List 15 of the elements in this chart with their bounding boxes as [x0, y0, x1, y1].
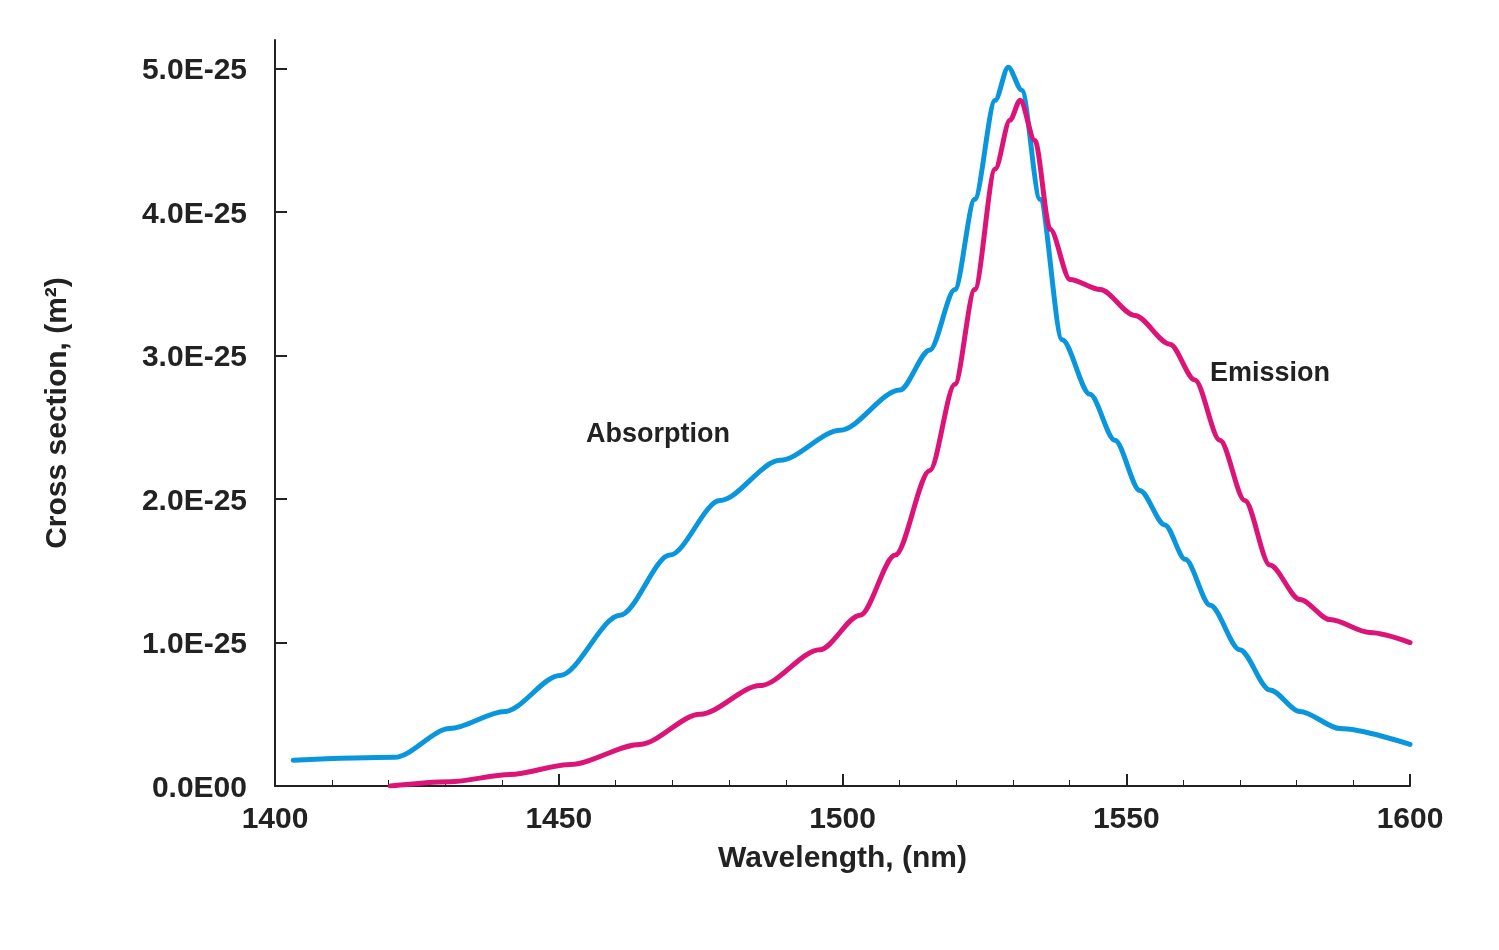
x-tick-label: 1400 [241, 800, 309, 834]
x-tick-label: 1450 [525, 800, 593, 834]
y-tick-label: 4.0E-25 [141, 195, 247, 229]
series-label: Emission [1209, 357, 1330, 387]
x-tick-label: 1600 [1376, 800, 1444, 834]
y-tick-label: 0.0E00 [151, 769, 247, 803]
x-tick-label: 1550 [1092, 800, 1160, 834]
y-tick-label: 5.0E-25 [141, 52, 247, 86]
y-tick-label: 3.0E-25 [141, 339, 247, 373]
x-axis-title: Wavelength, (nm) [718, 839, 967, 873]
y-tick-label: 1.0E-25 [141, 626, 247, 660]
x-tick-label: 1500 [809, 800, 876, 834]
y-tick-label: 2.0E-25 [141, 482, 247, 516]
y-axis-title: Cross section, (m²) [38, 277, 72, 549]
series-label: Absorption [585, 417, 730, 448]
